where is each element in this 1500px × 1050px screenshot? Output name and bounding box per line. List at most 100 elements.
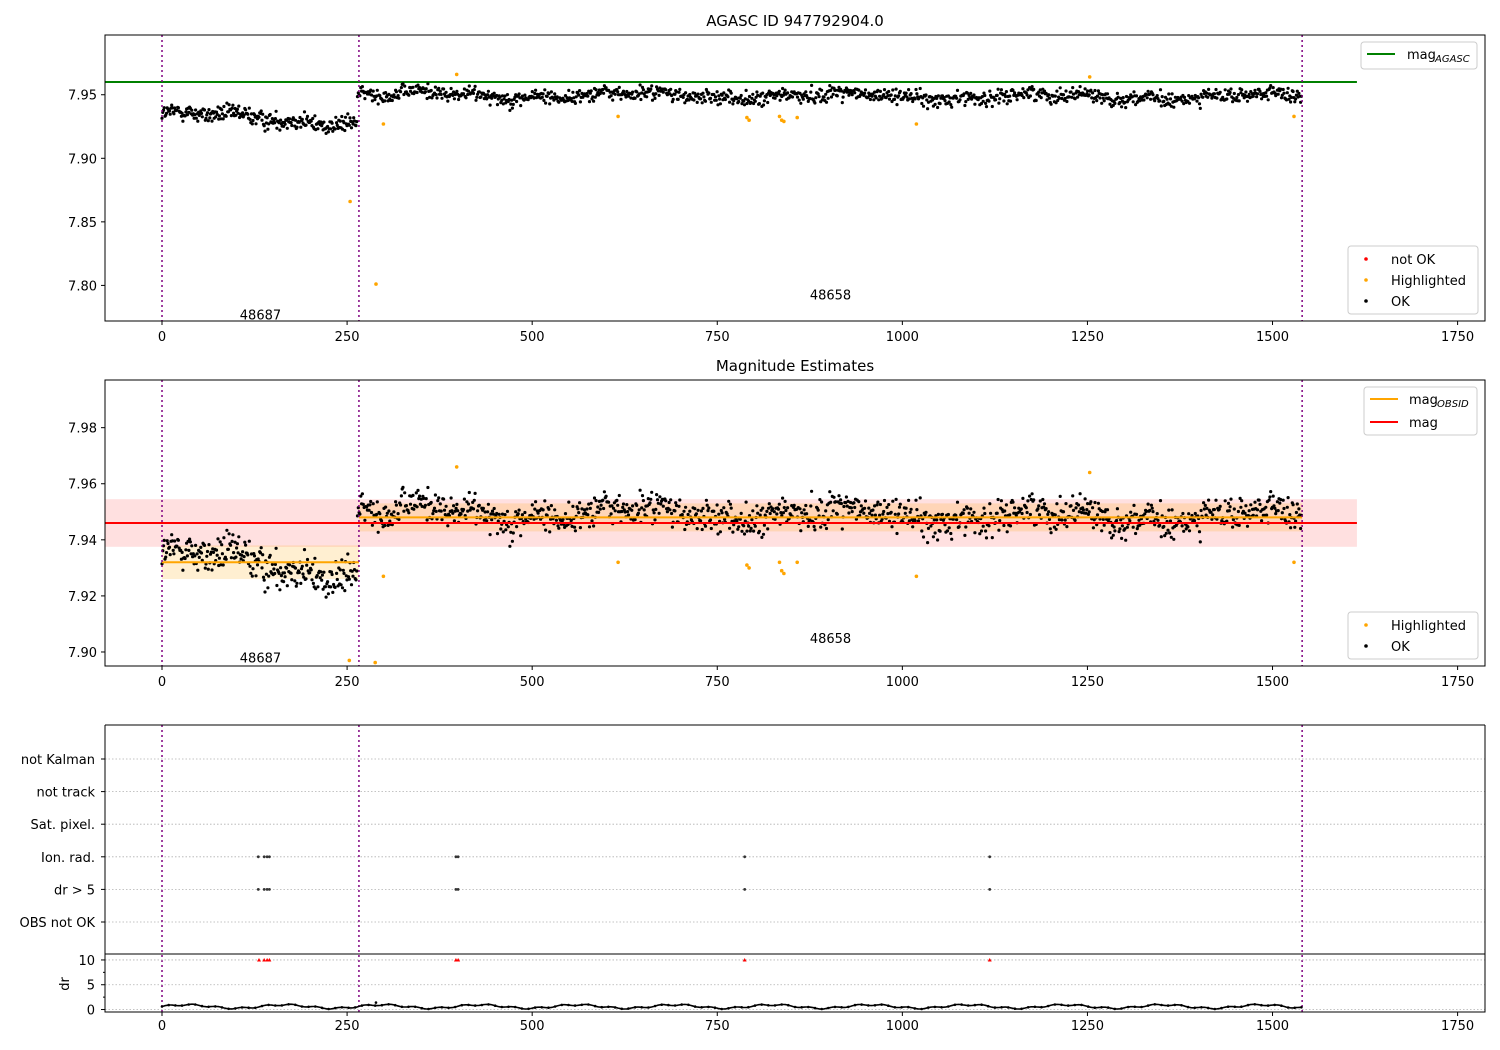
legend-box (1347, 611, 1479, 660)
ok-point (340, 558, 344, 562)
ok-point (230, 106, 234, 110)
ok-point (929, 524, 933, 528)
ok-point (557, 526, 561, 530)
ok-point (1264, 91, 1268, 95)
highlighted-point (795, 560, 799, 565)
ok-point (289, 571, 293, 575)
ok-point (168, 112, 172, 116)
ok-point (250, 574, 254, 578)
ok-point (407, 93, 411, 97)
ok-point (495, 93, 499, 98)
ok-point (274, 546, 278, 550)
ok-point (434, 93, 438, 97)
ok-point (1197, 96, 1201, 100)
ok-point (596, 505, 600, 509)
ok-point (987, 99, 991, 103)
dr-point (767, 1004, 770, 1007)
ok-point (703, 524, 708, 528)
dr-point (780, 1003, 783, 1006)
ok-point (1063, 96, 1067, 101)
ok-point (708, 518, 713, 522)
highlighted-point (381, 574, 386, 579)
ok-point (331, 590, 335, 595)
ok-point (495, 532, 500, 536)
ok-point (1019, 507, 1023, 511)
ok-point (597, 510, 601, 514)
dr-point (773, 1004, 777, 1007)
ok-point (295, 581, 299, 585)
highlighted-point (747, 118, 751, 122)
ok-point (755, 90, 759, 94)
ok-point (1144, 509, 1148, 513)
ok-point (167, 545, 172, 549)
ok-point (894, 87, 898, 91)
ok-point (1135, 527, 1139, 531)
ok-point (369, 88, 373, 92)
ok-point (411, 493, 415, 497)
ok-point (1063, 518, 1067, 522)
ok-point (440, 518, 444, 522)
ok-point (1064, 89, 1068, 93)
ok-point (881, 512, 885, 516)
ok-point (1138, 523, 1142, 527)
ok-point (950, 537, 954, 541)
ok-point (911, 525, 915, 529)
ok-point (1195, 99, 1199, 103)
ok-point (218, 540, 222, 544)
ok-point (1156, 518, 1160, 522)
ok-point (492, 91, 496, 95)
ok-point (652, 511, 656, 515)
ok-point (299, 581, 303, 586)
ok-point (266, 127, 270, 131)
dr-point (573, 1004, 577, 1007)
dr-point (1033, 1005, 1037, 1009)
ok-point (1042, 502, 1047, 506)
ok-point (330, 572, 334, 577)
ok-point (248, 117, 252, 121)
ok-point (877, 98, 881, 102)
ok-point (239, 557, 243, 561)
ok-point (285, 584, 289, 588)
ok-point (667, 500, 671, 505)
highlighted-point (454, 72, 459, 77)
ok-point (878, 89, 883, 93)
ok-point (275, 126, 279, 130)
ok-point (629, 96, 633, 100)
ok-point (1026, 499, 1030, 503)
ok-point (626, 513, 631, 517)
ok-point (1049, 102, 1053, 106)
ok-point (224, 114, 228, 118)
ok-point (795, 95, 800, 99)
ok-point (752, 101, 756, 106)
ok-point (200, 115, 204, 119)
dr-point (740, 1006, 743, 1009)
ok-point (1013, 506, 1017, 510)
flag-point (988, 888, 992, 891)
ok-point (1138, 99, 1142, 103)
dr-clipped-marker (267, 957, 272, 962)
ok-point (1215, 96, 1219, 100)
ok-point (1008, 94, 1012, 98)
ok-point (677, 90, 681, 94)
ok-point (320, 578, 324, 582)
ok-point (1253, 88, 1257, 92)
ok-point (294, 584, 298, 588)
ok-point (252, 554, 257, 558)
ok-point (267, 574, 271, 578)
dr-point (1226, 1005, 1230, 1008)
highlighted-point (381, 122, 386, 126)
ok-point (907, 519, 912, 523)
ok-point (326, 580, 330, 584)
ok-point (1197, 530, 1202, 534)
ok-point (809, 90, 813, 94)
ok-point (1044, 507, 1048, 511)
ok-point (355, 569, 359, 573)
y-tick-label: 7.96 (68, 478, 97, 493)
ok-point (465, 500, 469, 504)
flag-point (456, 855, 460, 859)
ok-point (688, 509, 692, 513)
dr-point (1000, 1006, 1003, 1009)
dr-point (373, 1004, 377, 1007)
ok-point (978, 532, 982, 536)
